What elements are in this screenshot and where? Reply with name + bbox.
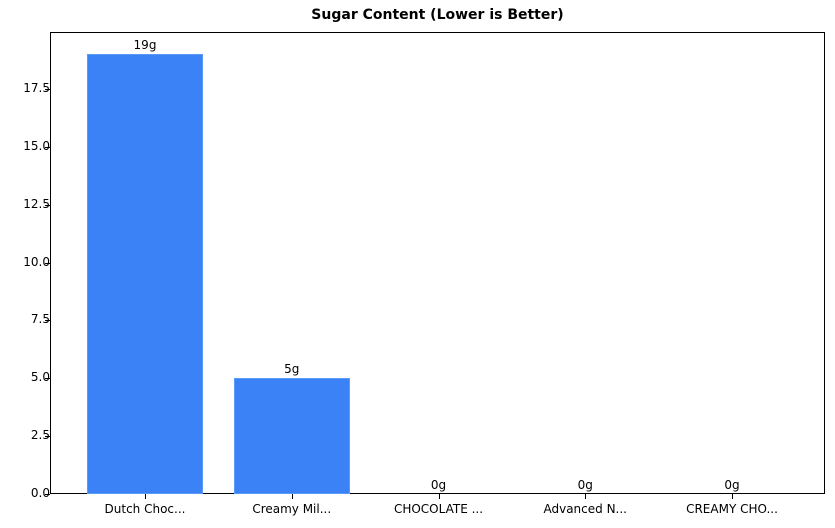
- y-tick-label: 17.5: [23, 81, 50, 95]
- bar: [233, 378, 350, 494]
- x-tick-mark: [585, 494, 587, 499]
- chart-title: Sugar Content (Lower is Better): [311, 7, 564, 23]
- x-tick-label: Advanced N...: [543, 502, 627, 516]
- y-tick-mark: [45, 494, 50, 495]
- y-tick-label: 12.5: [23, 196, 50, 211]
- x-tick-label: Dutch Choc...: [104, 502, 186, 516]
- bar: [87, 54, 203, 494]
- bar-value-label: 0g: [577, 478, 593, 492]
- x-tick-mark: [291, 494, 293, 499]
- bar-value-label: 0g: [430, 478, 447, 492]
- plot-area: [50, 32, 825, 494]
- y-tick-mark: [45, 320, 50, 322]
- y-tick-label: 5.0: [30, 370, 50, 385]
- y-tick-label: 10.0: [23, 254, 50, 269]
- y-tick-mark: [45, 204, 50, 206]
- y-tick-mark: [45, 436, 50, 438]
- bar-value-label: 19g: [133, 38, 157, 53]
- y-tick-label: 7.5: [30, 312, 50, 327]
- x-tick-label: CREAMY CHO...: [686, 502, 778, 516]
- x-tick-label: Creamy Mil...: [252, 502, 332, 516]
- bar-value-label: 5g: [284, 362, 300, 377]
- y-tick-mark: [45, 262, 50, 264]
- y-tick-mark: [45, 89, 50, 90]
- y-tick-label: 0.0: [30, 486, 50, 500]
- x-tick-label: CHOCOLATE ...: [393, 502, 484, 516]
- bar-value-label: 0g: [724, 478, 740, 492]
- x-tick-mark: [145, 494, 146, 499]
- x-tick-mark: [732, 494, 733, 499]
- y-tick-mark: [45, 378, 50, 380]
- y-tick-mark: [45, 146, 50, 148]
- x-tick-mark: [438, 494, 440, 499]
- y-tick-label: 2.5: [30, 428, 50, 443]
- y-tick-label: 15.0: [23, 138, 50, 153]
